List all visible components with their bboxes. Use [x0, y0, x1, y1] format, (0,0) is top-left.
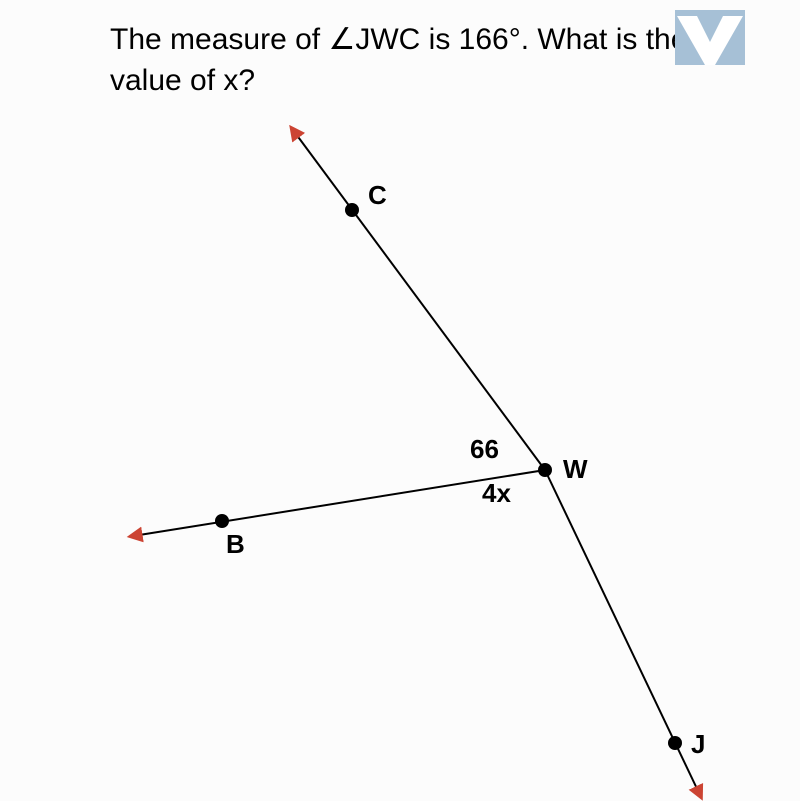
angle-label: 4x [482, 478, 511, 508]
point-W [538, 463, 552, 477]
points-group: C W B J [215, 180, 705, 759]
point-label-C: C [368, 180, 387, 210]
point-label-J: J [691, 729, 705, 759]
ray-WC [293, 130, 545, 470]
geometry-diagram: CWBJ 664x [0, 0, 800, 801]
point-label-W: W [563, 454, 588, 484]
point-B [215, 514, 229, 528]
point-label-B: B [226, 529, 245, 559]
rays-group [133, 130, 700, 795]
angle-label: 66 [470, 434, 499, 464]
point-J [668, 736, 682, 750]
point-C [345, 203, 359, 217]
angle-labels-group: 664x [470, 434, 511, 508]
figure-container: The measure of ∠JWC is 166°. What is the… [0, 0, 800, 801]
